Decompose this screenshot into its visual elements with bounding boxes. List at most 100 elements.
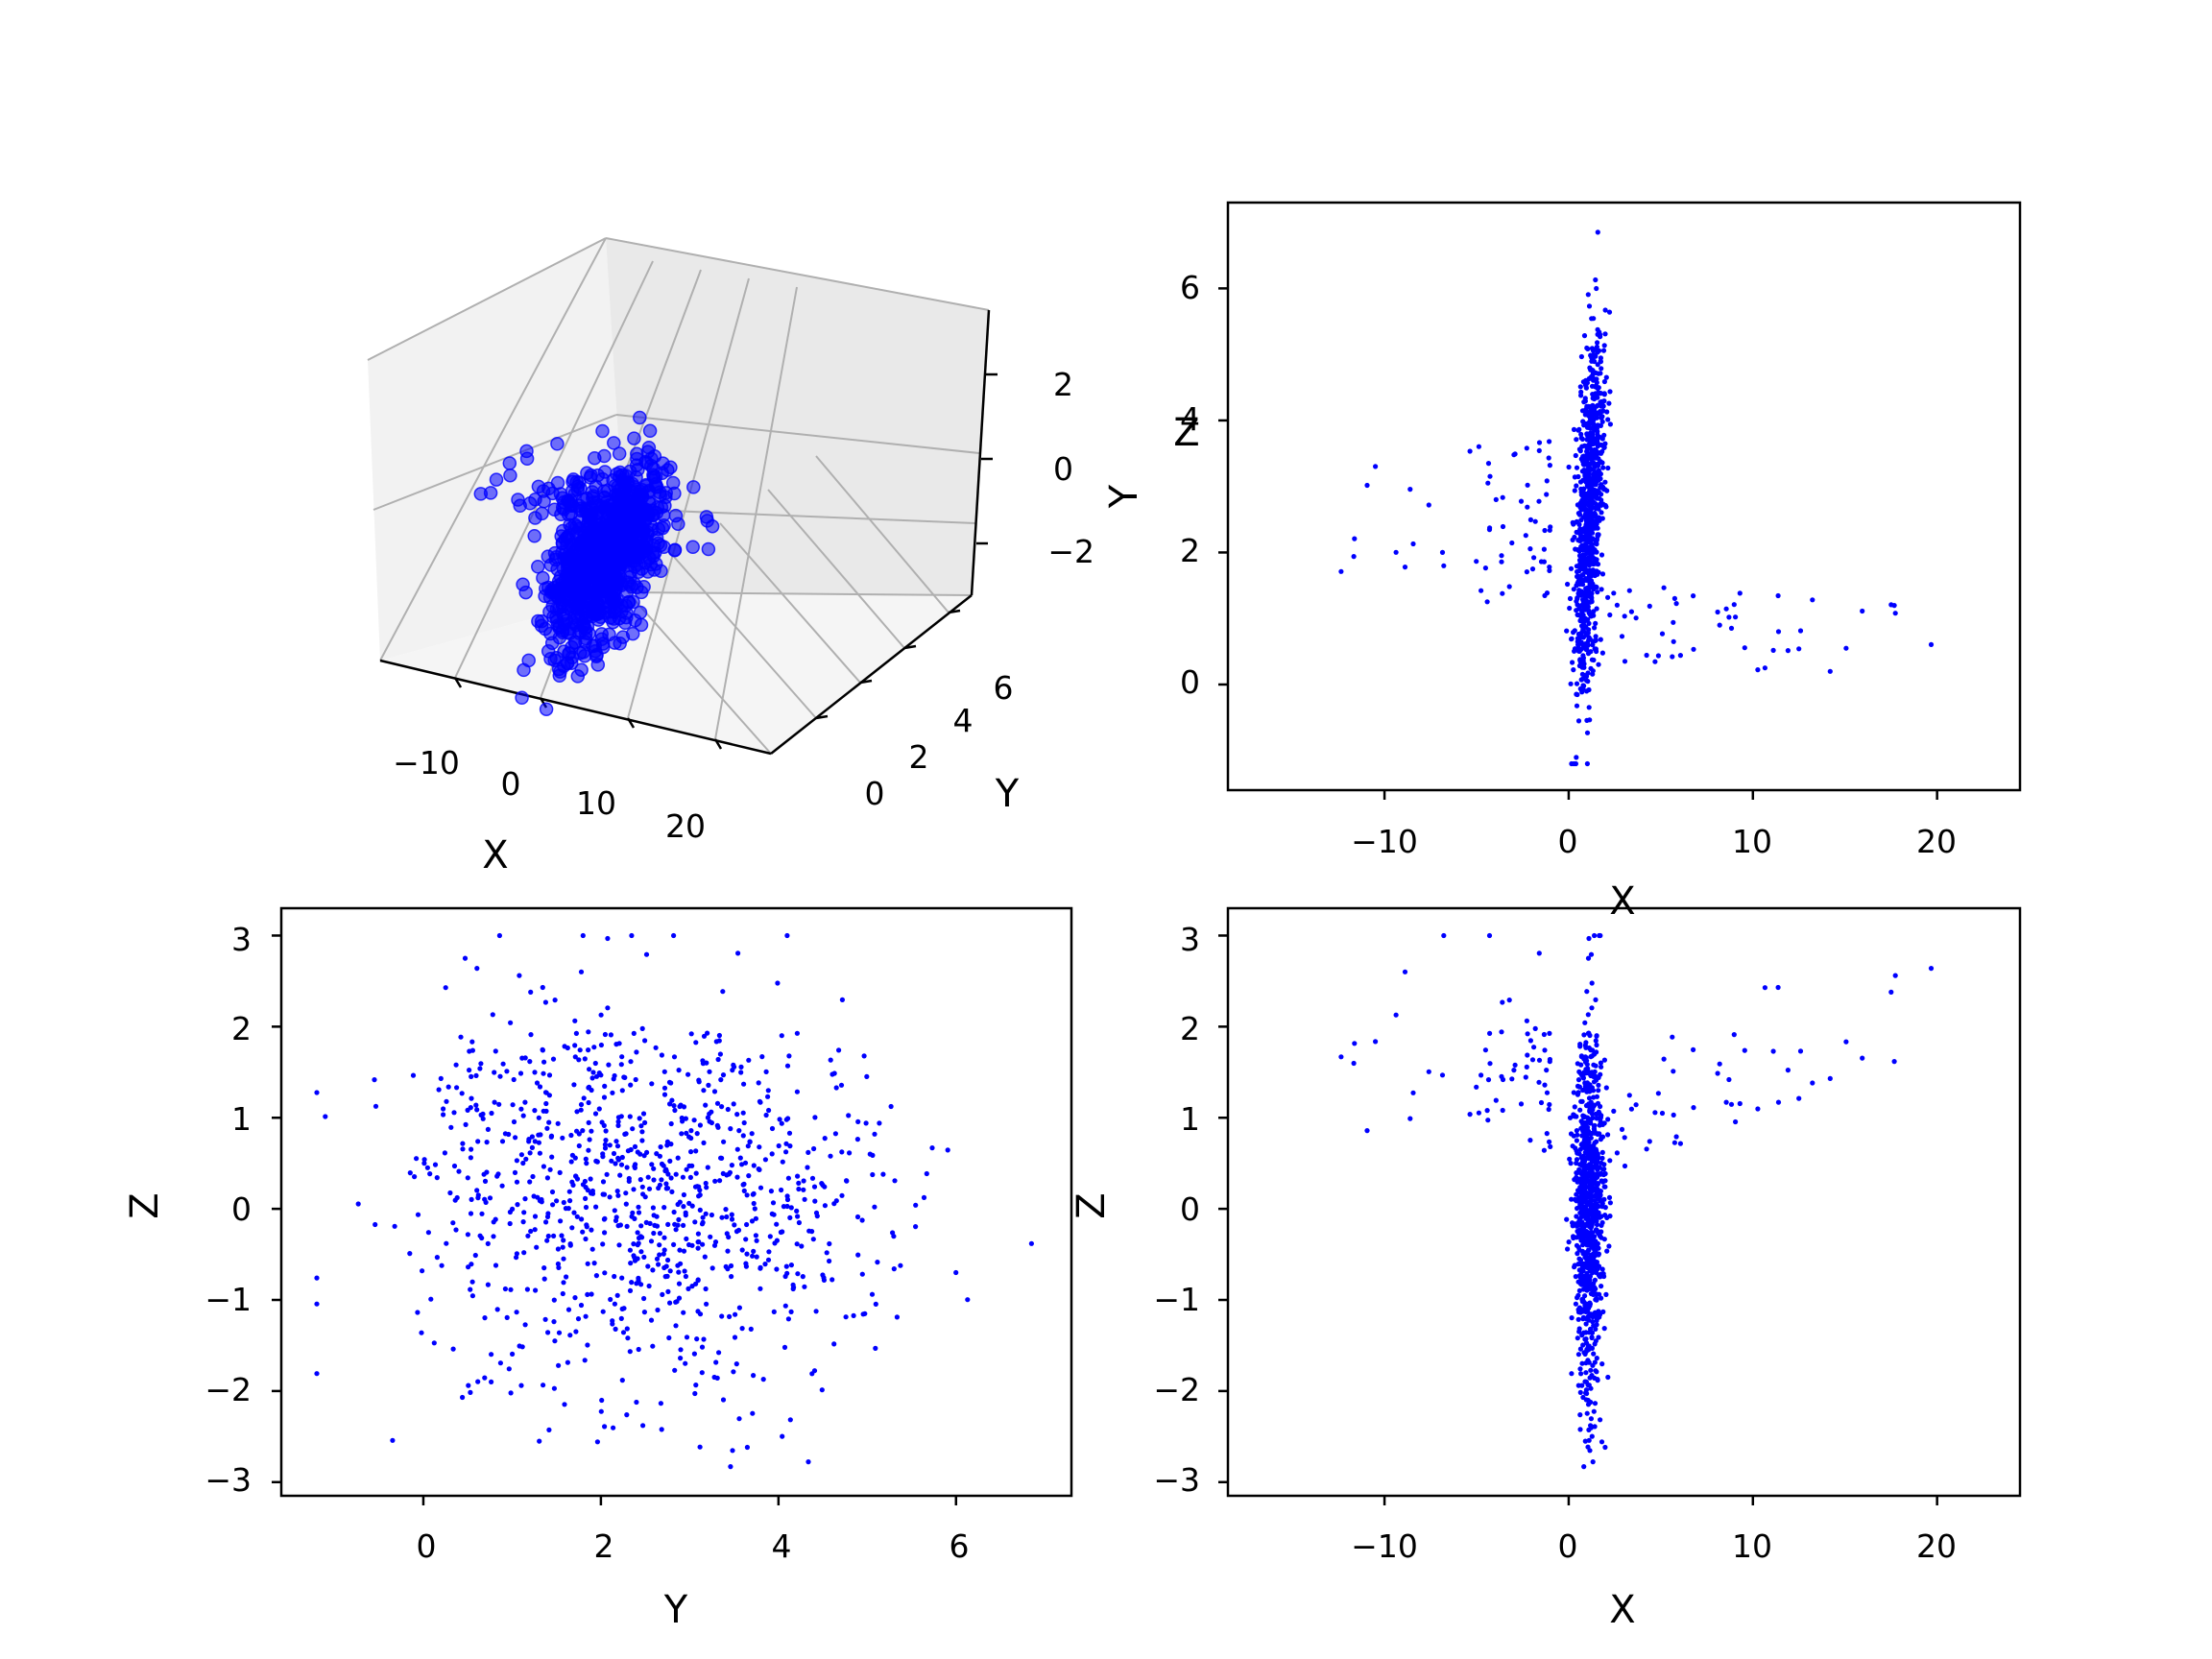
data-point bbox=[1571, 630, 1576, 636]
data-point bbox=[567, 1333, 573, 1338]
data-point bbox=[1588, 1120, 1594, 1126]
data-point bbox=[469, 1293, 475, 1299]
data-point bbox=[1598, 932, 1603, 939]
data-point bbox=[751, 1200, 757, 1207]
y-tick-label-xy: 4 bbox=[1180, 400, 1200, 438]
data-point bbox=[741, 1119, 747, 1126]
data-point bbox=[744, 1192, 750, 1198]
data-point bbox=[695, 1245, 701, 1251]
data-point bbox=[711, 1242, 718, 1248]
data-point bbox=[676, 1281, 683, 1286]
data-point bbox=[508, 1020, 514, 1025]
data-point bbox=[468, 1286, 473, 1292]
data-point bbox=[757, 1185, 764, 1190]
data-point bbox=[1599, 1361, 1605, 1367]
data-point bbox=[890, 1230, 896, 1236]
data-point bbox=[1589, 383, 1596, 389]
data-point-3d bbox=[633, 505, 648, 519]
data-point bbox=[1644, 652, 1649, 659]
data-point bbox=[1589, 599, 1595, 605]
data-point bbox=[677, 1247, 683, 1253]
data-point bbox=[1579, 542, 1585, 548]
data-point bbox=[668, 1120, 674, 1127]
data-point bbox=[673, 1299, 679, 1305]
data-point bbox=[627, 1287, 634, 1293]
data-point bbox=[502, 1131, 509, 1137]
data-point bbox=[314, 1301, 320, 1307]
data-point bbox=[693, 1281, 699, 1286]
data-point bbox=[1576, 1261, 1582, 1267]
data-point bbox=[1737, 590, 1743, 596]
data-point bbox=[529, 1144, 536, 1150]
data-point bbox=[630, 1126, 636, 1132]
data-point bbox=[1581, 683, 1587, 689]
data-point bbox=[913, 1224, 919, 1230]
data-point bbox=[799, 1243, 805, 1249]
data-point bbox=[1585, 955, 1592, 961]
data-point bbox=[1888, 989, 1894, 995]
data-point bbox=[572, 1018, 578, 1023]
data-point bbox=[1626, 588, 1632, 593]
data-point bbox=[1571, 667, 1576, 673]
data-point bbox=[665, 1171, 671, 1177]
data-point bbox=[619, 1154, 625, 1161]
y-axis-line-3d bbox=[770, 594, 973, 755]
data-point bbox=[491, 1234, 496, 1239]
data-point bbox=[575, 1316, 582, 1322]
data-point bbox=[1582, 1020, 1588, 1025]
data-point bbox=[544, 1175, 551, 1181]
data-point bbox=[583, 1236, 589, 1242]
data-point bbox=[694, 1336, 700, 1342]
data-point bbox=[480, 1116, 486, 1121]
data-point bbox=[677, 1199, 683, 1205]
data-point bbox=[557, 1169, 563, 1175]
data-point bbox=[1527, 517, 1533, 523]
data-point bbox=[541, 1164, 547, 1169]
data-point bbox=[741, 1081, 747, 1087]
grid-line-3d bbox=[373, 414, 617, 511]
data-point bbox=[671, 1209, 677, 1215]
data-point bbox=[1576, 1247, 1582, 1253]
data-point bbox=[717, 1051, 724, 1057]
data-point bbox=[638, 1223, 644, 1229]
data-point bbox=[1588, 1367, 1594, 1373]
data-point bbox=[412, 1174, 418, 1180]
data-point bbox=[770, 1200, 777, 1206]
data-point bbox=[1585, 463, 1591, 469]
data-point bbox=[1671, 1140, 1677, 1145]
data-point bbox=[537, 1150, 543, 1156]
data-point bbox=[828, 1153, 833, 1159]
data-point bbox=[1575, 1219, 1581, 1225]
data-point bbox=[1775, 984, 1781, 991]
data-point bbox=[1717, 622, 1722, 628]
data-point bbox=[654, 1256, 661, 1262]
data-point bbox=[1580, 1155, 1586, 1161]
data-point bbox=[662, 1167, 668, 1174]
data-point bbox=[1541, 1031, 1547, 1038]
data-point bbox=[697, 1207, 703, 1213]
data-point bbox=[1592, 1051, 1598, 1057]
data-point bbox=[614, 1189, 620, 1194]
data-point-3d bbox=[527, 529, 541, 543]
data-point bbox=[1536, 447, 1542, 453]
data-point bbox=[692, 1390, 698, 1397]
data-point bbox=[1568, 1161, 1574, 1166]
data-point bbox=[1891, 1059, 1897, 1065]
data-point bbox=[1594, 285, 1599, 292]
data-point bbox=[1583, 1321, 1589, 1327]
data-point bbox=[1577, 1227, 1583, 1233]
data-point bbox=[1717, 1061, 1722, 1067]
data-point bbox=[1586, 1163, 1592, 1168]
data-point bbox=[1573, 1274, 1578, 1280]
data-point bbox=[819, 1387, 825, 1393]
data-point-3d bbox=[586, 491, 600, 506]
data-point bbox=[1644, 1146, 1649, 1152]
data-point bbox=[534, 1244, 540, 1250]
data-point-3d bbox=[656, 456, 670, 470]
data-point bbox=[541, 1059, 547, 1065]
y-tick-label-xz: 2 bbox=[1180, 1010, 1200, 1047]
data-point bbox=[1578, 603, 1584, 609]
data-point bbox=[1542, 1047, 1548, 1053]
data-point bbox=[496, 1101, 502, 1107]
data-point bbox=[1590, 396, 1596, 401]
